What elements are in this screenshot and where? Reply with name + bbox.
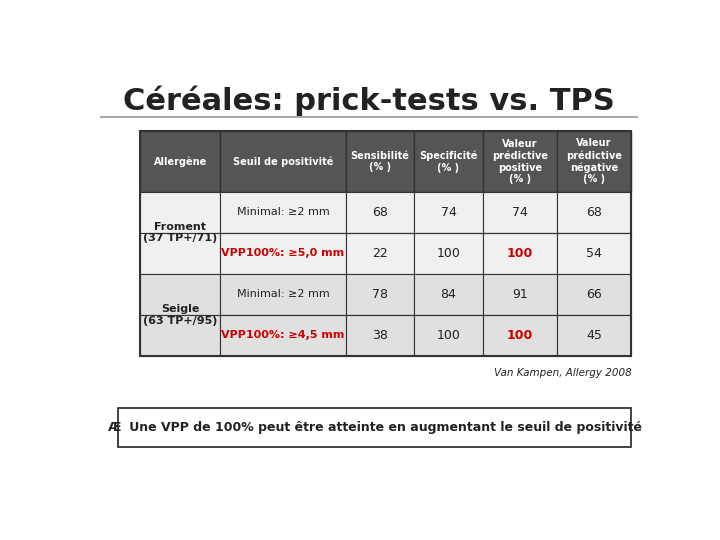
Text: Specificité
(% ): Specificité (% ) <box>419 151 478 172</box>
FancyBboxPatch shape <box>483 131 557 192</box>
Text: Van Kampen, Allergy 2008: Van Kampen, Allergy 2008 <box>493 368 631 379</box>
Text: 100: 100 <box>436 247 461 260</box>
FancyBboxPatch shape <box>414 192 483 233</box>
Text: Valeur
prédictive
négative
(% ): Valeur prédictive négative (% ) <box>566 138 622 185</box>
FancyBboxPatch shape <box>346 233 414 274</box>
Text: Allergène: Allergène <box>153 156 207 167</box>
FancyBboxPatch shape <box>483 192 557 233</box>
FancyBboxPatch shape <box>220 233 346 274</box>
Text: 68: 68 <box>586 206 602 219</box>
Text: 74: 74 <box>512 206 528 219</box>
Text: 100: 100 <box>507 329 533 342</box>
Text: 22: 22 <box>372 247 388 260</box>
Text: 45: 45 <box>586 329 602 342</box>
FancyBboxPatch shape <box>346 274 414 315</box>
Text: 84: 84 <box>441 288 456 301</box>
Text: 38: 38 <box>372 329 388 342</box>
Text: Valeur
prédictive
positive
(% ): Valeur prédictive positive (% ) <box>492 139 548 184</box>
FancyBboxPatch shape <box>118 408 631 447</box>
Text: VPP100%: ≥5,0 mm: VPP100%: ≥5,0 mm <box>222 248 345 258</box>
FancyBboxPatch shape <box>483 274 557 315</box>
FancyBboxPatch shape <box>140 274 220 315</box>
FancyBboxPatch shape <box>414 315 483 356</box>
FancyBboxPatch shape <box>346 315 414 356</box>
Text: 54: 54 <box>586 247 602 260</box>
FancyBboxPatch shape <box>140 131 220 192</box>
Text: 68: 68 <box>372 206 388 219</box>
FancyBboxPatch shape <box>140 192 220 233</box>
FancyBboxPatch shape <box>557 192 631 233</box>
FancyBboxPatch shape <box>414 233 483 274</box>
Text: Seigle
(63 TP+/95): Seigle (63 TP+/95) <box>143 304 217 326</box>
Text: 74: 74 <box>441 206 456 219</box>
Text: 100: 100 <box>436 329 461 342</box>
FancyBboxPatch shape <box>220 315 346 356</box>
Text: 66: 66 <box>586 288 602 301</box>
Text: Minimal: ≥2 mm: Minimal: ≥2 mm <box>237 289 329 299</box>
Text: Sensibilité
(% ): Sensibilité (% ) <box>351 151 410 172</box>
Text: 78: 78 <box>372 288 388 301</box>
Text: 100: 100 <box>507 247 533 260</box>
FancyBboxPatch shape <box>557 233 631 274</box>
Text: VPP100%: ≥4,5 mm: VPP100%: ≥4,5 mm <box>221 330 345 340</box>
FancyBboxPatch shape <box>414 274 483 315</box>
FancyBboxPatch shape <box>346 131 414 192</box>
Text: Minimal: ≥2 mm: Minimal: ≥2 mm <box>237 207 329 217</box>
FancyBboxPatch shape <box>557 315 631 356</box>
Text: Seuil de positivité: Seuil de positivité <box>233 156 333 167</box>
Text: Froment
(37 TP+/71): Froment (37 TP+/71) <box>143 222 217 244</box>
FancyBboxPatch shape <box>557 274 631 315</box>
FancyBboxPatch shape <box>140 315 220 356</box>
FancyBboxPatch shape <box>414 131 483 192</box>
FancyBboxPatch shape <box>557 131 631 192</box>
FancyBboxPatch shape <box>483 233 557 274</box>
Text: 91: 91 <box>512 288 528 301</box>
FancyBboxPatch shape <box>140 233 220 274</box>
FancyBboxPatch shape <box>220 131 346 192</box>
FancyBboxPatch shape <box>346 192 414 233</box>
FancyBboxPatch shape <box>220 274 346 315</box>
FancyBboxPatch shape <box>483 315 557 356</box>
Text: Céréales: prick-tests vs. TPS: Céréales: prick-tests vs. TPS <box>123 85 615 116</box>
FancyBboxPatch shape <box>220 192 346 233</box>
Text: Æ  Une VPP de 100% peut être atteinte en augmentant le seuil de positivité: Æ Une VPP de 100% peut être atteinte en … <box>107 421 642 434</box>
